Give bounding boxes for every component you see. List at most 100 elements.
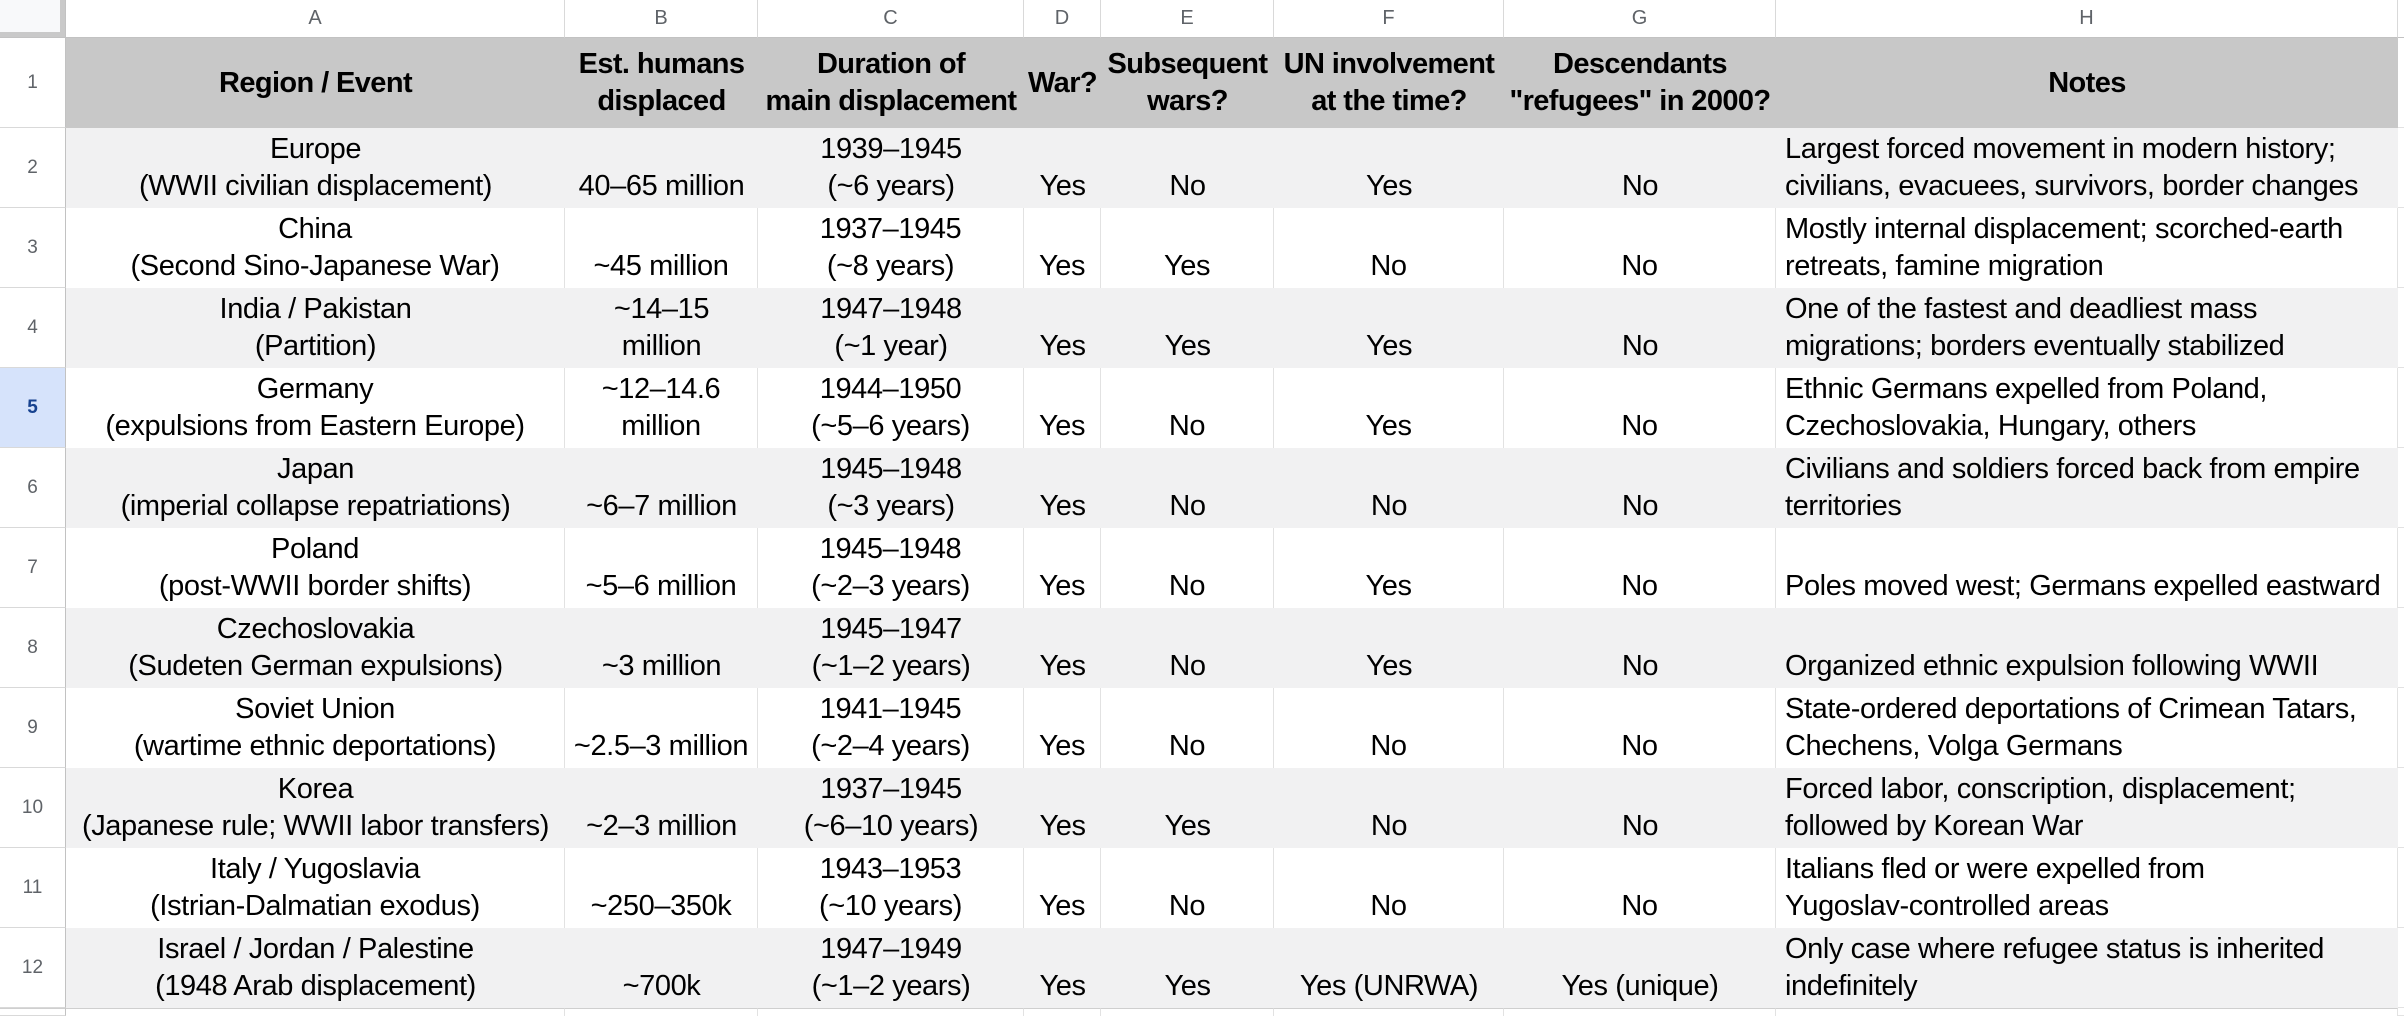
cell-G8[interactable]: No (1504, 608, 1776, 688)
cell-C7[interactable]: 1945–1948 (~2–3 years) (758, 528, 1024, 608)
cell-G2[interactable]: No (1504, 128, 1776, 208)
cell-F7[interactable]: Yes (1274, 528, 1504, 608)
cell-B11[interactable]: ~250–350k (565, 848, 758, 928)
cell-D12[interactable]: Yes (1024, 928, 1101, 1008)
cell-E3[interactable]: Yes (1101, 208, 1274, 288)
cell-H4[interactable]: One of the fastest and deadliest mass mi… (1776, 288, 2398, 368)
cell-G3[interactable]: No (1504, 208, 1776, 288)
cell-B8[interactable]: ~3 million (565, 608, 758, 688)
cell-H12[interactable]: Only case where refugee status is inheri… (1776, 928, 2398, 1008)
cell-H8[interactable]: Organized ethnic expulsion following WWI… (1776, 608, 2398, 688)
cell-E11[interactable]: No (1101, 848, 1274, 928)
row-header-9[interactable]: 9 (0, 688, 66, 768)
cell-H7[interactable]: Poles moved west; Germans expelled eastw… (1776, 528, 2398, 608)
cell-G11[interactable]: No (1504, 848, 1776, 928)
cell-B6[interactable]: ~6–7 million (565, 448, 758, 528)
cell-H1[interactable]: Notes (1776, 38, 2398, 128)
cell-F3[interactable]: No (1274, 208, 1504, 288)
cell-B2[interactable]: 40–65 million (565, 128, 758, 208)
cell-A5[interactable]: Germany (expulsions from Eastern Europe) (66, 368, 565, 448)
column-header-B[interactable]: B (565, 0, 758, 38)
cell-B7[interactable]: ~5–6 million (565, 528, 758, 608)
cell-D6[interactable]: Yes (1024, 448, 1101, 528)
cell-E7[interactable]: No (1101, 528, 1274, 608)
cell-H9[interactable]: State-ordered deportations of Crimean Ta… (1776, 688, 2398, 768)
cell-F12[interactable]: Yes (UNRWA) (1274, 928, 1504, 1008)
cell-E4[interactable]: Yes (1101, 288, 1274, 368)
cell-D7[interactable]: Yes (1024, 528, 1101, 608)
column-header-F[interactable]: F (1274, 0, 1504, 38)
cell-E12[interactable]: Yes (1101, 928, 1274, 1008)
cell-A11[interactable]: Italy / Yugoslavia (Istrian-Dalmatian ex… (66, 848, 565, 928)
cell-D11[interactable]: Yes (1024, 848, 1101, 928)
cell-H5[interactable]: Ethnic Germans expelled from Poland, Cze… (1776, 368, 2398, 448)
cell-F10[interactable]: No (1274, 768, 1504, 848)
column-header-C[interactable]: C (758, 0, 1024, 38)
cell-D3[interactable]: Yes (1024, 208, 1101, 288)
cell-D1[interactable]: War? (1024, 38, 1101, 128)
cell-H3[interactable]: Mostly internal displacement; scorched-e… (1776, 208, 2398, 288)
column-header-D[interactable]: D (1024, 0, 1101, 38)
cell-C10[interactable]: 1937–1945 (~6–10 years) (758, 768, 1024, 848)
cell-E1[interactable]: Subsequent wars? (1101, 38, 1274, 128)
cell-A7[interactable]: Poland (post-WWII border shifts) (66, 528, 565, 608)
cell-D10[interactable]: Yes (1024, 768, 1101, 848)
cell-E6[interactable]: No (1101, 448, 1274, 528)
cell-B9[interactable]: ~2.5–3 million (565, 688, 758, 768)
cell-F8[interactable]: Yes (1274, 608, 1504, 688)
cell-H6[interactable]: Civilians and soldiers forced back from … (1776, 448, 2398, 528)
cell-H11[interactable]: Italians fled or were expelled from Yugo… (1776, 848, 2398, 928)
cell-D2[interactable]: Yes (1024, 128, 1101, 208)
cell-C2[interactable]: 1939–1945 (~6 years) (758, 128, 1024, 208)
cell-F4[interactable]: Yes (1274, 288, 1504, 368)
cell-E2[interactable]: No (1101, 128, 1274, 208)
column-header-A[interactable]: A (66, 0, 565, 38)
cell-F2[interactable]: Yes (1274, 128, 1504, 208)
row-header-7[interactable]: 7 (0, 528, 66, 608)
cell-A3[interactable]: China (Second Sino-Japanese War) (66, 208, 565, 288)
cell-C11[interactable]: 1943–1953 (~10 years) (758, 848, 1024, 928)
cell-F9[interactable]: No (1274, 688, 1504, 768)
cell-F5[interactable]: Yes (1274, 368, 1504, 448)
cell-E5[interactable]: No (1101, 368, 1274, 448)
cell-G9[interactable]: No (1504, 688, 1776, 768)
cell-F1[interactable]: UN involvement at the time? (1274, 38, 1504, 128)
row-header-4[interactable]: 4 (0, 288, 66, 368)
row-header-12[interactable]: 12 (0, 928, 66, 1008)
cell-C8[interactable]: 1945–1947 (~1–2 years) (758, 608, 1024, 688)
column-header-G[interactable]: G (1504, 0, 1776, 38)
cell-A8[interactable]: Czechoslovakia (Sudeten German expulsion… (66, 608, 565, 688)
cell-C9[interactable]: 1941–1945 (~2–4 years) (758, 688, 1024, 768)
cell-H10[interactable]: Forced labor, conscription, displacement… (1776, 768, 2398, 848)
cell-G7[interactable]: No (1504, 528, 1776, 608)
row-header-5[interactable]: 5 (0, 368, 66, 448)
cell-G5[interactable]: No (1504, 368, 1776, 448)
cell-B1[interactable]: Est. humans displaced (565, 38, 758, 128)
row-header-8[interactable]: 8 (0, 608, 66, 688)
cell-B4[interactable]: ~14–15 million (565, 288, 758, 368)
row-header-10[interactable]: 10 (0, 768, 66, 848)
row-header-1[interactable]: 1 (0, 38, 66, 128)
cell-G6[interactable]: No (1504, 448, 1776, 528)
cell-C12[interactable]: 1947–1949 (~1–2 years) (758, 928, 1024, 1008)
column-header-H[interactable]: H (1776, 0, 2398, 38)
select-all-corner[interactable] (0, 0, 66, 38)
cell-F6[interactable]: No (1274, 448, 1504, 528)
cell-F11[interactable]: No (1274, 848, 1504, 928)
cell-B12[interactable]: ~700k (565, 928, 758, 1008)
cell-G12[interactable]: Yes (unique) (1504, 928, 1776, 1008)
cell-C5[interactable]: 1944–1950 (~5–6 years) (758, 368, 1024, 448)
cell-A9[interactable]: Soviet Union (wartime ethnic deportation… (66, 688, 565, 768)
cell-A4[interactable]: India / Pakistan (Partition) (66, 288, 565, 368)
cell-D9[interactable]: Yes (1024, 688, 1101, 768)
cell-A10[interactable]: Korea (Japanese rule; WWII labor transfe… (66, 768, 565, 848)
cell-D5[interactable]: Yes (1024, 368, 1101, 448)
cell-E10[interactable]: Yes (1101, 768, 1274, 848)
cell-E9[interactable]: No (1101, 688, 1274, 768)
row-header-6[interactable]: 6 (0, 448, 66, 528)
cell-C3[interactable]: 1937–1945 (~8 years) (758, 208, 1024, 288)
row-header-11[interactable]: 11 (0, 848, 66, 928)
cell-A12[interactable]: Israel / Jordan / Palestine (1948 Arab d… (66, 928, 565, 1008)
cell-A6[interactable]: Japan (imperial collapse repatriations) (66, 448, 565, 528)
cell-B5[interactable]: ~12–14.6 million (565, 368, 758, 448)
